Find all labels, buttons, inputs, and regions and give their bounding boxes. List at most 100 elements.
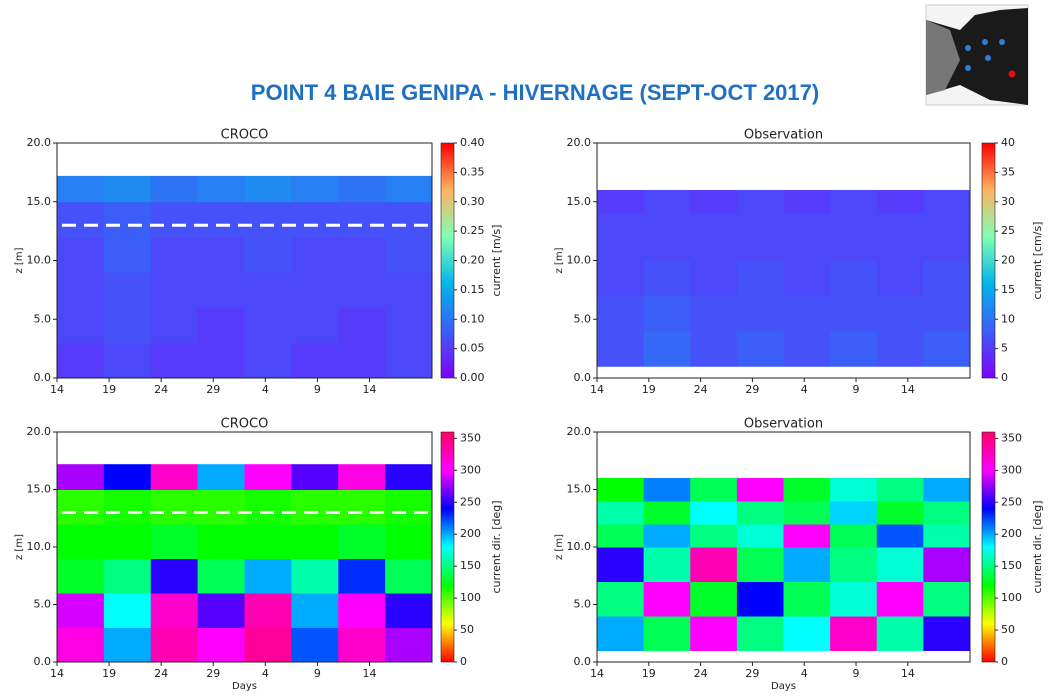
heatmap-cell [736, 478, 784, 502]
heatmap-cell [57, 272, 105, 308]
colorbar-tick-label: 0.30 [460, 195, 485, 208]
heatmap-cell [876, 295, 924, 332]
heatmap-cell [923, 295, 971, 332]
x-axis-label: Days [771, 681, 796, 692]
colorbar [981, 142, 996, 379]
heatmap-cell [150, 201, 199, 238]
heatmap-cell [597, 213, 645, 238]
y-tick-label: 10.0 [567, 254, 592, 267]
colorbar-tick-label: 350 [460, 431, 481, 444]
colorbar-tick-label: 300 [1001, 463, 1022, 476]
heatmap-cell [690, 524, 738, 548]
heatmap-cell [690, 331, 738, 367]
y-tick-label: 10.0 [27, 254, 52, 267]
x-tick-label: 14 [50, 667, 64, 680]
colorbar-tick-label: 30 [1001, 195, 1015, 208]
heatmap-cell [876, 547, 924, 582]
heatmap-cell [103, 201, 152, 238]
y-axis-label: z [m] [554, 534, 565, 560]
heatmap-cell [783, 478, 831, 502]
heatmap-cell [783, 524, 831, 548]
heatmap-cell [736, 237, 784, 261]
x-tick-label: 14 [363, 383, 377, 396]
heatmap-cell [103, 237, 152, 273]
heatmap-cell [783, 331, 831, 367]
heatmap-cell [57, 524, 105, 559]
heatmap-cell [690, 295, 738, 332]
colorbar-tick-label: 0 [1001, 371, 1008, 384]
heatmap-cell [690, 501, 738, 525]
heatmap-cell [783, 616, 831, 651]
y-tick-label: 20.0 [567, 136, 592, 149]
heatmap-cell [150, 342, 199, 379]
y-tick-label: 10.0 [567, 540, 592, 553]
heatmap-cell [876, 478, 924, 502]
heatmap-cell [923, 547, 971, 582]
x-tick-label: 14 [901, 383, 915, 396]
heatmap-cell [643, 260, 691, 297]
heatmap-cell [103, 593, 152, 628]
heatmap-cell [244, 464, 292, 490]
heatmap-cell [736, 547, 784, 582]
heatmap-cell [385, 175, 433, 203]
heatmap-cell [736, 295, 784, 332]
heatmap-cell [103, 342, 152, 379]
heatmap-cell [597, 524, 645, 548]
x-tick-label: 24 [694, 383, 708, 396]
heatmap-cell [57, 558, 105, 594]
heatmap-cell [338, 237, 386, 273]
heatmap-cell [57, 342, 105, 379]
heatmap-cell [783, 237, 831, 261]
y-axis-label: z [m] [554, 247, 565, 273]
heatmap-cell [923, 581, 971, 617]
y-tick-label: 0.0 [34, 655, 52, 668]
heatmap-cell [690, 260, 738, 297]
heatmap-cell [197, 558, 245, 594]
heatmap-cell [103, 627, 152, 663]
heatmap-cell [385, 558, 433, 594]
x-tick-label: 14 [50, 383, 64, 396]
colorbar-tick-label: 10 [1001, 312, 1015, 325]
heatmap-cell [783, 501, 831, 525]
heatmap-cell [923, 237, 971, 261]
heatmap-cell [385, 627, 433, 663]
colorbar-tick-label: 5 [1001, 342, 1008, 355]
heatmap-cell [338, 307, 386, 344]
colorbar-tick-label: 0 [1001, 655, 1008, 668]
heatmap-cell [338, 593, 386, 628]
y-axis-label: z [m] [14, 247, 25, 273]
heatmap-cell [291, 272, 339, 308]
heatmap-cell [783, 260, 831, 297]
heatmap-cell [385, 593, 433, 628]
heatmap-cell [876, 260, 924, 297]
colorbar-tick-label: 250 [460, 495, 481, 508]
figure-title: POINT 4 BAIE GENIPA - HIVERNAGE (SEPT-OC… [251, 80, 819, 105]
y-tick-label: 15.0 [27, 195, 52, 208]
colorbar-tick-label: 0.00 [460, 371, 485, 384]
heatmap-cells [597, 190, 971, 367]
heatmap-cell [923, 501, 971, 525]
x-tick-label: 9 [314, 383, 321, 396]
heatmap-cell [197, 524, 245, 559]
heatmap-cell [783, 547, 831, 582]
heatmap-cell [57, 464, 105, 490]
heatmap-cell [291, 464, 339, 490]
y-tick-label: 15.0 [27, 483, 52, 496]
heatmap-cell [197, 307, 245, 344]
heatmap-cell [876, 616, 924, 651]
heatmap-cell [736, 213, 784, 238]
heatmap-cell [385, 464, 433, 490]
heatmap-cell [244, 201, 292, 238]
heatmap-cell [830, 478, 878, 502]
heatmap-cell [923, 213, 971, 238]
map-point [965, 65, 971, 71]
heatmap-cell [244, 627, 292, 663]
colorbar-tick-label: 100 [1001, 591, 1022, 604]
colorbar-tick-label: 50 [1001, 623, 1015, 636]
heatmap-cell [643, 524, 691, 548]
heatmap-cell [57, 307, 105, 344]
colorbar-tick-label: 0.15 [460, 283, 485, 296]
colorbar-tick-label: 0.25 [460, 224, 485, 237]
heatmap-cell [690, 616, 738, 651]
